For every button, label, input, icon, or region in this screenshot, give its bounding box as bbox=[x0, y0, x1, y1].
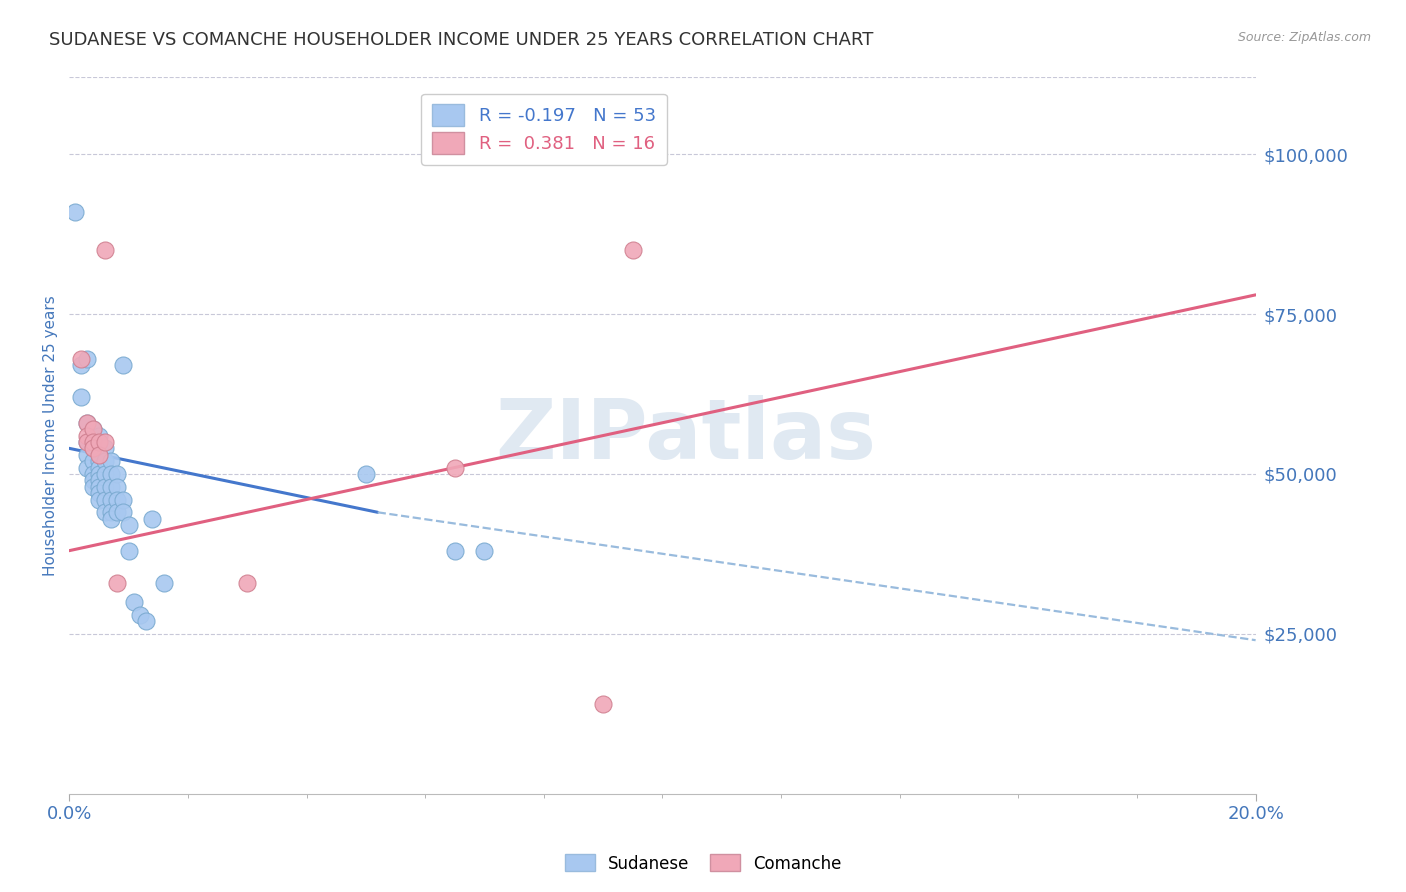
Point bbox=[87, 448, 110, 462]
Text: ZIPatlas: ZIPatlas bbox=[496, 395, 877, 476]
Point bbox=[94, 505, 117, 519]
Point bbox=[76, 416, 98, 430]
Point bbox=[82, 434, 104, 449]
Point bbox=[94, 467, 117, 481]
Point bbox=[105, 575, 128, 590]
Point bbox=[82, 422, 104, 436]
Point bbox=[76, 434, 98, 449]
Point bbox=[87, 434, 110, 449]
Point bbox=[592, 697, 614, 711]
Point bbox=[87, 428, 110, 442]
Point bbox=[129, 607, 152, 622]
Point bbox=[105, 467, 128, 481]
Point bbox=[94, 480, 117, 494]
Point bbox=[82, 467, 104, 481]
Point bbox=[70, 351, 93, 366]
Point bbox=[354, 467, 377, 481]
Point bbox=[443, 543, 465, 558]
Point bbox=[94, 442, 117, 456]
Point bbox=[76, 416, 98, 430]
Point bbox=[117, 543, 139, 558]
Point bbox=[94, 243, 117, 257]
Point bbox=[82, 442, 104, 456]
Point bbox=[87, 480, 110, 494]
Point bbox=[63, 204, 86, 219]
Point bbox=[111, 505, 134, 519]
Point bbox=[117, 518, 139, 533]
Point bbox=[87, 454, 110, 468]
Point bbox=[94, 434, 117, 449]
Point bbox=[87, 460, 110, 475]
Point bbox=[100, 505, 122, 519]
Point bbox=[70, 390, 93, 404]
Point bbox=[443, 460, 465, 475]
Point bbox=[474, 543, 496, 558]
Point bbox=[82, 473, 104, 487]
Point bbox=[94, 492, 117, 507]
Point bbox=[82, 454, 104, 468]
Point bbox=[82, 480, 104, 494]
Legend: R = -0.197   N = 53, R =  0.381   N = 16: R = -0.197 N = 53, R = 0.381 N = 16 bbox=[420, 94, 666, 165]
Point bbox=[105, 492, 128, 507]
Point bbox=[76, 448, 98, 462]
Point bbox=[105, 480, 128, 494]
Point bbox=[100, 454, 122, 468]
Point bbox=[111, 358, 134, 372]
Point bbox=[100, 511, 122, 525]
Point bbox=[100, 467, 122, 481]
Point bbox=[82, 434, 104, 449]
Text: SUDANESE VS COMANCHE HOUSEHOLDER INCOME UNDER 25 YEARS CORRELATION CHART: SUDANESE VS COMANCHE HOUSEHOLDER INCOME … bbox=[49, 31, 873, 49]
Point bbox=[100, 480, 122, 494]
Point bbox=[236, 575, 259, 590]
Point bbox=[621, 243, 644, 257]
Point bbox=[82, 442, 104, 456]
Point bbox=[100, 492, 122, 507]
Point bbox=[87, 492, 110, 507]
Point bbox=[111, 492, 134, 507]
Point bbox=[135, 614, 157, 628]
Point bbox=[124, 595, 146, 609]
Point bbox=[87, 467, 110, 481]
Point bbox=[76, 460, 98, 475]
Legend: Sudanese, Comanche: Sudanese, Comanche bbox=[558, 847, 848, 880]
Point bbox=[76, 351, 98, 366]
Point bbox=[87, 442, 110, 456]
Point bbox=[87, 486, 110, 500]
Y-axis label: Householder Income Under 25 years: Householder Income Under 25 years bbox=[44, 295, 58, 576]
Point bbox=[141, 511, 163, 525]
Point bbox=[153, 575, 176, 590]
Point bbox=[70, 358, 93, 372]
Point bbox=[82, 422, 104, 436]
Point bbox=[76, 434, 98, 449]
Point bbox=[87, 473, 110, 487]
Point bbox=[105, 505, 128, 519]
Point bbox=[94, 454, 117, 468]
Text: Source: ZipAtlas.com: Source: ZipAtlas.com bbox=[1237, 31, 1371, 45]
Point bbox=[76, 428, 98, 442]
